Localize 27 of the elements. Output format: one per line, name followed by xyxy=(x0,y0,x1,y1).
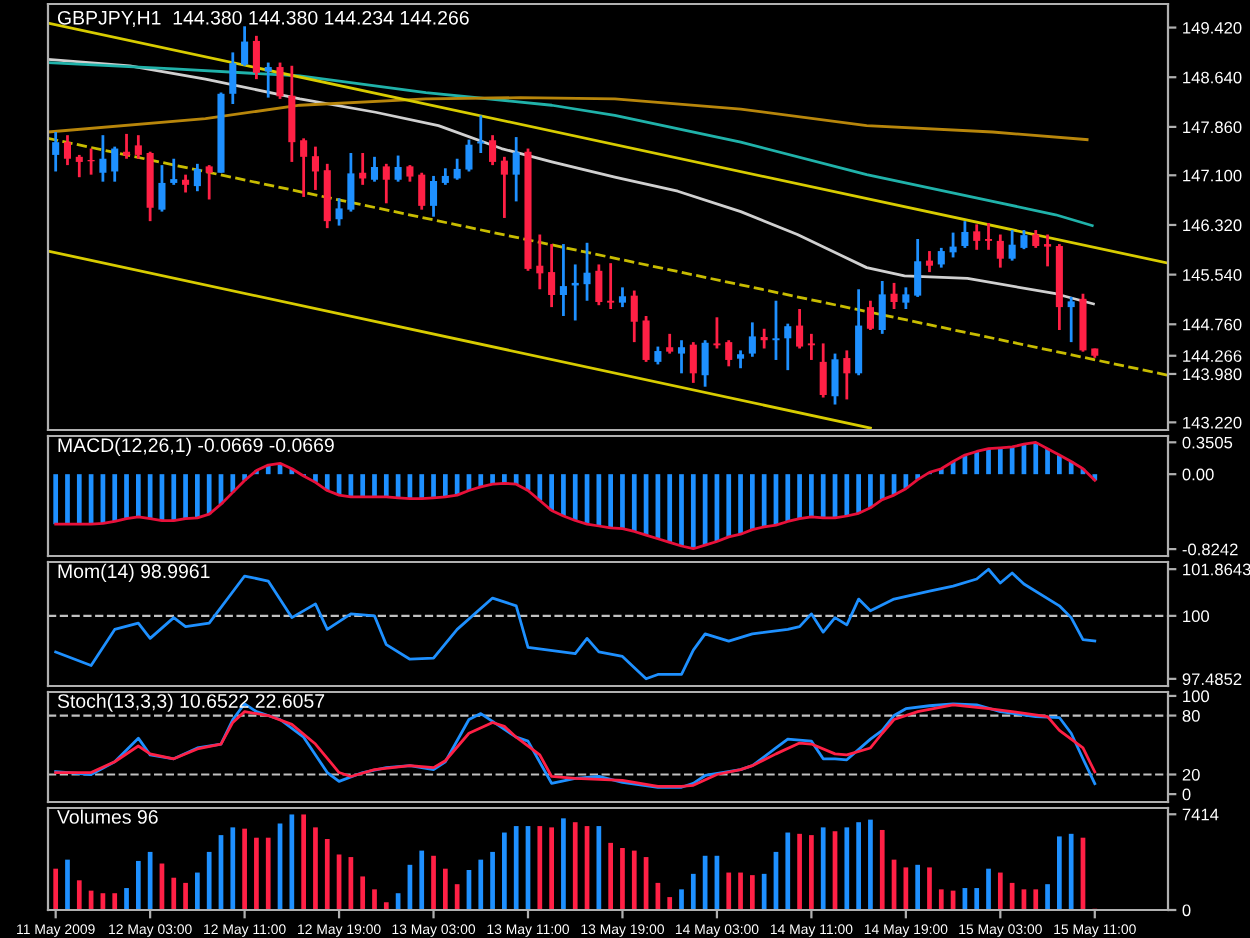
y-tick-label: 101.8643 xyxy=(1183,563,1250,576)
y-tick-label: 143.220 xyxy=(1183,416,1242,429)
y-tick-label: 0.3505 xyxy=(1182,436,1233,449)
y-tick-label: -0.8242 xyxy=(1182,543,1238,556)
y-tick-label: 0 xyxy=(1182,904,1191,917)
y-tick-label: 146.320 xyxy=(1183,219,1242,232)
chart-title: GBPJPY,H1 144.380 144.380 144.234 144.266 xyxy=(57,10,469,27)
y-tick-label: 147.860 xyxy=(1183,121,1242,134)
y-tick-label: 20 xyxy=(1182,768,1200,781)
y-tick-label: 0.00 xyxy=(1182,468,1214,481)
y-tick-label: 145.540 xyxy=(1183,269,1242,281)
y-tick-label: 143.980 xyxy=(1183,368,1242,381)
chart-title: MACD(12,26,1) -0.0669 -0.0669 xyxy=(58,437,334,456)
y-tick-label: 144.266 xyxy=(1183,350,1242,362)
y-tick-label: 97.4852 xyxy=(1182,673,1242,686)
y-tick-label: 80 xyxy=(1182,709,1200,722)
chart-title: Mom(14) 98.9961 xyxy=(58,563,210,582)
y-tick-label: 144.760 xyxy=(1183,318,1242,331)
y-tick-label: 149.420 xyxy=(1183,21,1242,34)
y-tick-label: 100 xyxy=(1183,610,1210,623)
y-tick-label: 7414 xyxy=(1182,808,1219,821)
y-tick-label: 147.100 xyxy=(1183,169,1242,182)
chart-title: Stoch(13,3,3) 10.6522 22.6057 xyxy=(57,693,325,712)
y-tick-label: 100 xyxy=(1183,690,1210,703)
y-tick-label: 0 xyxy=(1182,788,1191,801)
y-tick-label: 148.640 xyxy=(1183,71,1242,84)
chart-title: Volumes 96 xyxy=(57,809,158,824)
